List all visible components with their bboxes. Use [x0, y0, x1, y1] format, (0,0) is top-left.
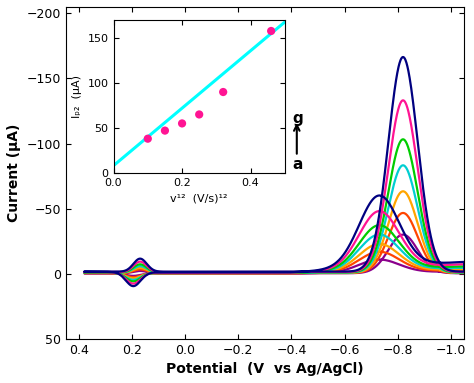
- X-axis label: Potential  (V  vs Ag/AgCl): Potential (V vs Ag/AgCl): [166, 362, 364, 376]
- Text: g: g: [293, 111, 303, 126]
- Text: a: a: [293, 157, 303, 172]
- Y-axis label: Current (μA): Current (μA): [7, 124, 21, 222]
